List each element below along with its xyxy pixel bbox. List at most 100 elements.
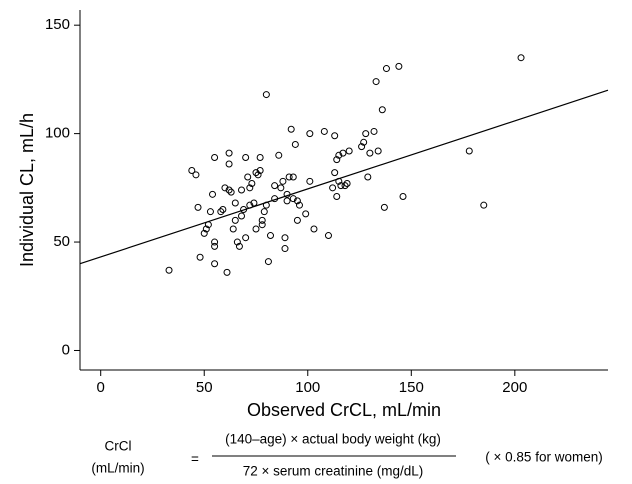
data-point xyxy=(271,195,279,203)
data-point xyxy=(310,225,318,233)
data-point xyxy=(271,182,279,190)
x-tick-label: 0 xyxy=(97,379,105,396)
data-point xyxy=(192,171,200,179)
data-point xyxy=(339,149,347,157)
data-point xyxy=(196,253,204,261)
data-point xyxy=(188,166,196,174)
data-point xyxy=(242,153,250,161)
data-point xyxy=(285,173,293,181)
formula-note: ( × 0.85 for women) xyxy=(485,450,602,465)
formula-numerator: (140–age) × actual body weight (kg) xyxy=(225,432,441,447)
data-point xyxy=(333,193,341,201)
x-axis-label: Observed CrCL, mL/min xyxy=(247,400,441,420)
y-tick-label: 0 xyxy=(62,341,70,358)
data-point xyxy=(289,195,297,203)
data-point xyxy=(225,186,233,194)
formula-denominator: 72 × serum creatinine (mg/dL) xyxy=(243,464,423,479)
y-axis-label: Individual CL, mL/h xyxy=(17,113,37,267)
data-point xyxy=(335,177,343,185)
data-point xyxy=(283,190,291,198)
data-point xyxy=(324,232,332,240)
data-point xyxy=(266,232,274,240)
data-point xyxy=(333,156,341,164)
x-tick-label: 150 xyxy=(399,379,424,396)
data-point xyxy=(378,106,386,114)
data-point xyxy=(306,130,314,138)
data-point xyxy=(360,138,368,146)
data-point xyxy=(217,208,225,216)
data-point xyxy=(281,234,289,242)
data-point xyxy=(329,184,337,192)
data-point xyxy=(260,208,268,216)
data-point xyxy=(283,197,291,205)
data-point xyxy=(302,210,310,218)
data-point xyxy=(362,130,370,138)
data-point xyxy=(211,242,219,250)
data-point xyxy=(206,208,214,216)
data-point xyxy=(211,153,219,161)
data-point xyxy=(227,188,235,196)
data-point xyxy=(341,182,349,190)
data-point xyxy=(337,182,345,190)
data-point xyxy=(165,266,173,274)
data-point xyxy=(258,216,266,224)
data-point xyxy=(256,166,264,174)
data-point xyxy=(331,169,339,177)
data-point xyxy=(465,147,473,155)
data-point xyxy=(223,268,231,276)
data-point xyxy=(399,193,407,201)
data-point xyxy=(211,260,219,268)
data-point xyxy=(194,203,202,211)
data-point xyxy=(242,234,250,242)
data-point xyxy=(370,127,378,135)
data-point xyxy=(221,184,229,192)
x-tick-label: 100 xyxy=(295,379,320,396)
data-point xyxy=(204,221,212,229)
data-point xyxy=(480,201,488,209)
data-point xyxy=(200,229,208,237)
fit-line xyxy=(79,89,609,265)
data-point xyxy=(275,151,283,159)
data-point xyxy=(211,238,219,246)
data-point xyxy=(262,91,270,99)
data-point xyxy=(358,143,366,151)
data-point xyxy=(246,184,254,192)
x-tick-label: 50 xyxy=(196,379,213,396)
data-point xyxy=(320,127,328,135)
y-tick-label: 50 xyxy=(53,233,70,250)
data-point xyxy=(231,216,239,224)
data-point xyxy=(252,169,260,177)
data-point xyxy=(248,179,256,187)
data-point xyxy=(264,258,272,266)
data-point xyxy=(225,149,233,157)
data-point xyxy=(372,78,380,86)
data-point xyxy=(382,65,390,73)
data-point xyxy=(244,173,252,181)
data-point xyxy=(295,201,303,209)
data-point xyxy=(293,216,301,224)
data-point xyxy=(287,125,295,133)
data-point xyxy=(281,245,289,253)
data-point xyxy=(229,225,237,233)
data-point xyxy=(293,197,301,205)
data-point xyxy=(209,190,217,198)
formula-lhs-unit: (mL/min) xyxy=(91,461,144,476)
data-point xyxy=(262,201,270,209)
x-tick-label: 200 xyxy=(502,379,527,396)
data-point xyxy=(364,173,372,181)
data-point xyxy=(331,132,339,140)
data-point xyxy=(219,206,227,214)
data-point xyxy=(258,221,266,229)
data-point xyxy=(517,54,525,62)
data-point xyxy=(335,151,343,159)
formula-lhs: CrCl xyxy=(105,439,132,454)
data-point xyxy=(231,199,239,207)
data-point xyxy=(235,242,243,250)
formula-equals: = xyxy=(191,452,199,467)
data-point xyxy=(380,203,388,211)
data-point xyxy=(256,153,264,161)
data-point xyxy=(279,177,287,185)
data-point xyxy=(252,225,260,233)
data-point xyxy=(233,238,241,246)
data-point xyxy=(306,177,314,185)
